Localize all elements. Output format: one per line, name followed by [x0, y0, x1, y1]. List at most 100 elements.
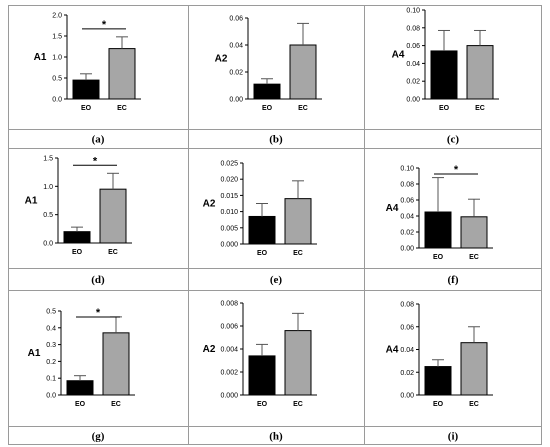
y-tick-label: 0.06 — [400, 324, 414, 331]
y-tick-label: 1.0 — [52, 55, 62, 62]
y-axis-label: A4 — [392, 50, 405, 61]
category-label-eo: EO — [257, 401, 268, 408]
y-tick-label: 0.10 — [406, 8, 420, 15]
bar-eo — [66, 380, 94, 396]
bar-ec — [460, 216, 488, 249]
panel-label: (e) — [270, 274, 283, 286]
y-axis-label: A4 — [386, 345, 399, 356]
significance-marker: * — [93, 155, 98, 167]
y-tick-label: 0.025 — [220, 161, 238, 168]
bar-ec — [289, 44, 317, 100]
bar-ec — [284, 198, 312, 245]
y-tick-label: 1.0 — [43, 184, 53, 191]
chart-panel-f: 0.00 0.02 0.04 0.06 0.08 0.10 A4 EO EC * (f) — [386, 164, 493, 286]
panel-label: (f) — [448, 274, 459, 286]
y-tick-label: 0.02 — [406, 79, 420, 86]
y-tick-label: 0.020 — [220, 177, 238, 184]
category-label-eo: EO — [257, 250, 268, 257]
category-label-eo: EO — [433, 401, 444, 408]
y-tick-label: 0.0 — [52, 97, 62, 104]
y-tick-label: 0.08 — [400, 302, 414, 309]
y-tick-label: 0.04 — [229, 43, 243, 50]
bar-eo — [430, 50, 458, 100]
bar-ec — [466, 45, 494, 100]
y-tick-label: 0.3 — [46, 342, 56, 349]
y-tick-label: 0.005 — [220, 225, 238, 232]
y-tick-label: 0.06 — [406, 43, 420, 50]
y-tick-label: 0.008 — [220, 301, 238, 308]
y-tick-label: 0.02 — [400, 370, 414, 377]
category-label-ec: EC — [293, 250, 303, 257]
chart-panel-g: 0.0 0.1 0.2 0.3 0.4 0.5 A1 EO EC * (g) — [28, 307, 135, 443]
bar-ec — [460, 342, 488, 396]
category-label-eo: EO — [433, 254, 444, 261]
y-tick-label: 0.010 — [220, 209, 238, 216]
bar-eo — [72, 79, 100, 100]
y-tick-label: 0.000 — [220, 393, 238, 400]
category-label-ec: EC — [111, 401, 121, 408]
significance-marker: * — [102, 19, 107, 31]
y-axis-label: A2 — [203, 344, 216, 355]
figure-frame — [8, 5, 542, 445]
chart-panel-c: 0.00 0.02 0.04 0.06 0.08 0.10 A4 EO EC (c) — [392, 8, 499, 146]
y-axis-label: A4 — [386, 203, 399, 214]
y-tick-label: 0.02 — [229, 70, 243, 77]
category-label-eo: EO — [81, 105, 92, 112]
y-tick-label: 0.00 — [400, 393, 414, 400]
y-tick-label: 0.004 — [220, 347, 238, 354]
category-label-eo: EO — [439, 105, 450, 112]
y-tick-label: 0.06 — [400, 198, 414, 205]
y-tick-label: 0.04 — [400, 347, 414, 354]
y-tick-label: 0.04 — [400, 214, 414, 221]
category-label-ec: EC — [117, 105, 127, 112]
category-label-ec: EC — [293, 401, 303, 408]
bar-eo — [424, 366, 452, 396]
bar-eo — [248, 215, 276, 245]
category-label-eo: EO — [262, 105, 273, 112]
y-axis-label: A1 — [25, 196, 38, 207]
y-tick-label: 0.4 — [46, 325, 56, 332]
y-tick-label: 1.5 — [43, 156, 53, 163]
bar-eo — [424, 211, 452, 249]
y-axis-label: A1 — [28, 348, 41, 359]
panel-label: (b) — [269, 134, 283, 146]
y-tick-label: 1.5 — [52, 34, 62, 41]
y-tick-label: 0.02 — [400, 230, 414, 237]
y-tick-label: 0.006 — [220, 324, 238, 331]
y-tick-label: 0.00 — [406, 97, 420, 104]
y-tick-label: 0.000 — [220, 242, 238, 249]
bar-eo — [253, 83, 281, 100]
category-label-eo: EO — [72, 249, 83, 256]
category-label-ec: EC — [469, 254, 479, 261]
y-tick-label: 0.08 — [406, 25, 420, 32]
panel-label: (h) — [269, 431, 283, 443]
panel-label: (a) — [92, 134, 105, 146]
panel-label: (c) — [447, 134, 460, 146]
y-axis-label: A1 — [34, 52, 47, 63]
bar-ec — [108, 48, 136, 100]
y-tick-label: 0.5 — [43, 212, 53, 219]
category-label-ec: EC — [475, 105, 485, 112]
y-tick-label: 0.10 — [400, 166, 414, 173]
y-tick-label: 0.5 — [46, 309, 56, 316]
y-tick-label: 0.0 — [43, 241, 53, 248]
y-tick-label: 0.04 — [406, 61, 420, 68]
bar-ec — [99, 188, 127, 244]
panel-label: (d) — [91, 274, 105, 286]
significance-marker: * — [96, 307, 101, 319]
y-tick-label: 0.08 — [400, 182, 414, 189]
chart-panel-e: 0.000 0.005 0.010 0.015 0.020 0.025 A2 EO EC (e) — [203, 161, 317, 286]
y-tick-label: 0.1 — [46, 376, 56, 383]
y-tick-label: 2.0 — [52, 13, 62, 20]
chart-panel-h: 0.000 0.002 0.004 0.006 0.008 A2 EO EC (h) — [203, 301, 317, 443]
chart-panel-b: 0.00 0.02 0.04 0.06 A2 EO EC (b) — [215, 16, 322, 146]
y-tick-label: 0.5 — [52, 76, 62, 83]
panel-label: (g) — [92, 431, 105, 443]
chart-panel-i: 0.00 0.02 0.04 0.06 0.08 A4 EO EC (i) — [386, 302, 493, 443]
category-label-ec: EC — [108, 249, 118, 256]
y-tick-label: 0.06 — [229, 16, 243, 23]
y-tick-label: 0.002 — [220, 370, 238, 377]
y-tick-label: 0.2 — [46, 359, 56, 366]
